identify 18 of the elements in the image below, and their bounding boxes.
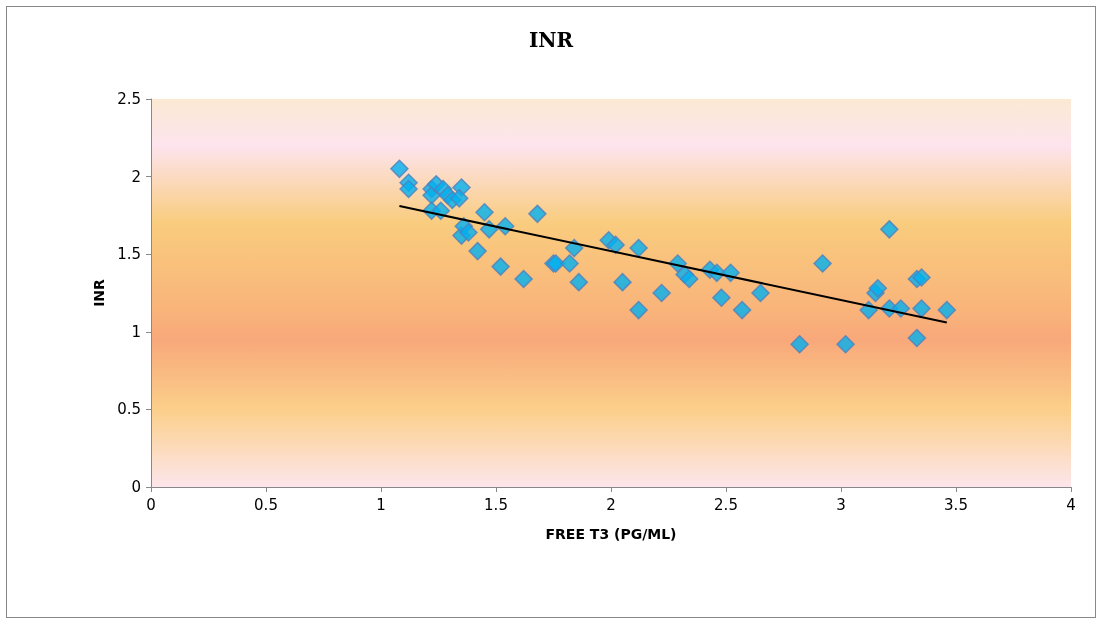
y-tick-label: 0 — [131, 478, 141, 496]
y-tick-label: 1 — [131, 322, 141, 341]
x-tick-label: 1 — [376, 495, 386, 514]
y-tick-label: 2.5 — [117, 90, 141, 108]
y-axis-title: INR — [91, 278, 107, 307]
x-tick-label: 3 — [836, 495, 846, 514]
chart-title: INR — [528, 28, 574, 52]
x-axis-title: FREE T3 (PG/ML) — [545, 526, 677, 542]
x-tick-label: 2 — [606, 495, 616, 514]
x-tick-label: 4 — [1066, 495, 1076, 514]
y-tick-label: 1.5 — [117, 245, 141, 264]
x-tick-label: 1.5 — [484, 495, 508, 514]
y-tick-label: 0.5 — [117, 400, 141, 419]
y-tick-label: 2 — [131, 167, 141, 186]
x-tick-label: 0 — [146, 495, 156, 514]
x-tick-label: 3.5 — [944, 495, 968, 514]
x-tick-label: 2.5 — [714, 495, 738, 514]
x-tick-label: 0.5 — [254, 495, 278, 514]
